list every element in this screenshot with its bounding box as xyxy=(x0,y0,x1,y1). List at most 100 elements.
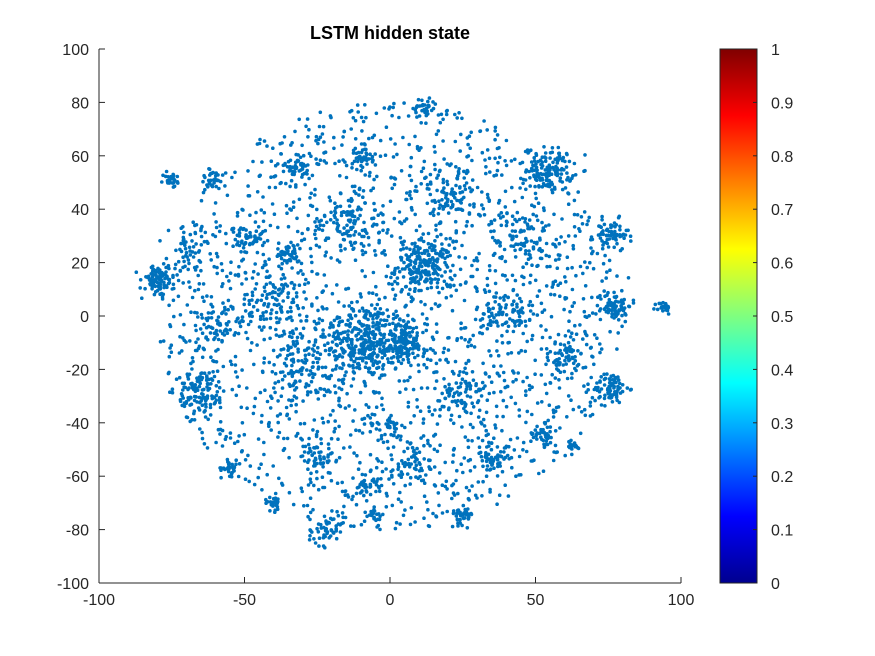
scatter-point xyxy=(455,511,459,516)
scatter-point xyxy=(612,290,616,295)
scatter-point xyxy=(311,360,316,365)
scatter-point xyxy=(374,427,379,431)
scatter-point xyxy=(294,402,299,407)
scatter-point xyxy=(265,144,269,148)
scatter-point xyxy=(294,327,299,331)
scatter-point xyxy=(202,322,206,327)
scatter-point xyxy=(252,482,257,487)
scatter-point xyxy=(556,283,560,288)
scatter-point xyxy=(178,398,183,402)
scatter-point xyxy=(278,370,283,375)
scatter-point xyxy=(478,318,483,322)
y-tick-label: 20 xyxy=(71,256,89,273)
scatter-point xyxy=(496,462,500,466)
scatter-point xyxy=(569,438,573,443)
scatter-point xyxy=(465,136,470,140)
scatter-point xyxy=(223,171,228,175)
scatter-point xyxy=(446,197,450,202)
scatter-point xyxy=(565,376,570,381)
scatter-point xyxy=(359,490,364,494)
scatter-point xyxy=(315,461,319,466)
scatter-point xyxy=(440,198,444,202)
scatter-point xyxy=(381,364,385,368)
scatter-point xyxy=(542,308,547,312)
scatter-point xyxy=(604,304,609,309)
scatter-point xyxy=(451,482,456,486)
scatter-point xyxy=(289,281,294,285)
scatter-point xyxy=(299,269,303,273)
scatter-point xyxy=(391,287,395,292)
scatter-point xyxy=(477,387,481,392)
scatter-point xyxy=(528,184,532,188)
scatter-point xyxy=(205,385,209,389)
scatter-point xyxy=(545,351,550,356)
scatter-point xyxy=(172,178,177,182)
scatter-point xyxy=(290,300,294,305)
scatter-point xyxy=(328,325,332,330)
scatter-point xyxy=(454,288,459,293)
scatter-point xyxy=(591,355,595,359)
scatter-point xyxy=(274,316,279,320)
scatter-point xyxy=(314,356,319,361)
scatter-point xyxy=(262,361,266,365)
scatter-point xyxy=(320,132,325,136)
scatter-point xyxy=(487,444,491,448)
scatter-point xyxy=(268,325,273,330)
scatter-point xyxy=(409,178,414,183)
scatter-point xyxy=(206,417,210,422)
scatter-point xyxy=(209,295,214,299)
scatter-point xyxy=(449,294,454,298)
scatter-point xyxy=(276,320,281,325)
scatter-point xyxy=(419,436,423,440)
scatter-point xyxy=(259,208,264,212)
scatter-point xyxy=(574,332,579,337)
scatter-point xyxy=(288,184,292,189)
scatter-point xyxy=(296,359,301,363)
scatter-point xyxy=(485,276,490,281)
scatter-point xyxy=(539,301,544,306)
scatter-point xyxy=(378,307,383,311)
scatter-point xyxy=(405,440,410,444)
scatter-point xyxy=(607,380,612,385)
scatter-point xyxy=(247,194,252,198)
scatter-point xyxy=(534,165,539,170)
scatter-point xyxy=(516,371,520,375)
scatter-point xyxy=(512,448,517,452)
scatter-point xyxy=(276,241,281,245)
scatter-point xyxy=(436,212,441,216)
scatter-point xyxy=(408,325,413,330)
scatter-point xyxy=(262,210,267,215)
scatter-point xyxy=(289,403,294,408)
scatter-point xyxy=(296,347,300,352)
scatter-point xyxy=(285,317,289,321)
scatter-point xyxy=(398,522,402,526)
scatter-point xyxy=(327,521,332,525)
scatter-point xyxy=(524,420,528,425)
colorbar-tick-label: 0.5 xyxy=(771,309,793,326)
scatter-point xyxy=(606,245,611,249)
scatter-point xyxy=(510,465,514,470)
scatter-point xyxy=(560,217,564,221)
scatter-point xyxy=(424,121,428,125)
scatter-point xyxy=(583,260,587,264)
scatter-point xyxy=(247,312,252,316)
scatter-point xyxy=(589,345,593,350)
scatter-point xyxy=(615,347,619,351)
scatter-point xyxy=(312,483,316,488)
scatter-point xyxy=(419,300,423,304)
scatter-point xyxy=(217,229,222,234)
scatter-point xyxy=(261,370,265,375)
scatter-point xyxy=(560,166,564,171)
scatter-point xyxy=(289,240,293,245)
scatter-point xyxy=(534,178,539,182)
scatter-point xyxy=(276,162,280,166)
scatter-point xyxy=(399,324,403,328)
scatter-point xyxy=(487,264,492,268)
scatter-point xyxy=(542,420,547,425)
scatter-point xyxy=(411,351,415,356)
scatter-point xyxy=(302,504,306,508)
scatter-point xyxy=(351,377,356,381)
scatter-point xyxy=(371,332,375,337)
scatter-point xyxy=(411,298,415,302)
scatter-point xyxy=(493,281,498,286)
